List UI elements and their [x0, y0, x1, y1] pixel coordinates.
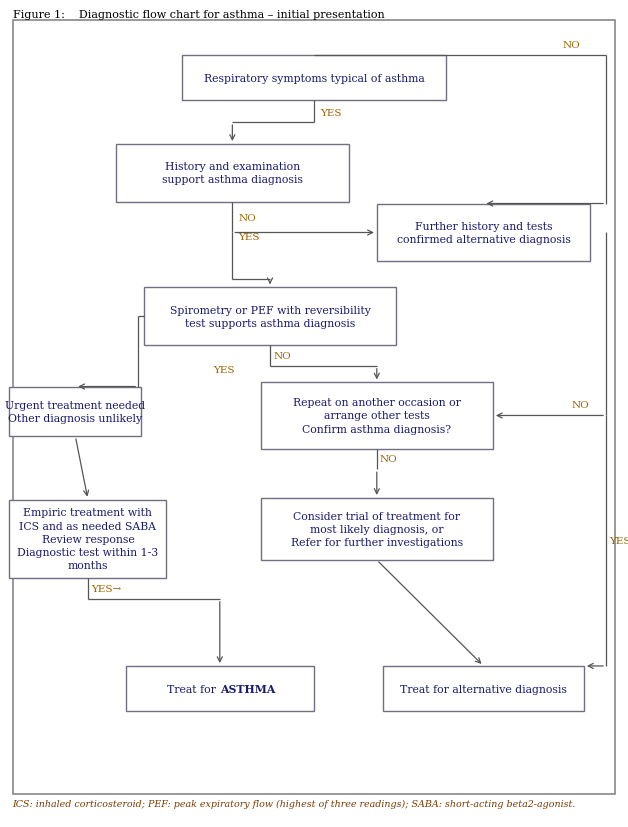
Text: Empiric treatment with
ICS and as needed SABA
Review response
Diagnostic test wi: Empiric treatment with ICS and as needed…: [18, 508, 158, 571]
Text: Treat for alternative diagnosis: Treat for alternative diagnosis: [400, 684, 567, 694]
Bar: [377, 204, 590, 262]
Bar: [261, 383, 493, 449]
Text: Spirometry or PEF with reversibility
test supports asthma diagnosis: Spirometry or PEF with reversibility tes…: [170, 305, 371, 328]
Text: Treat for: Treat for: [168, 684, 220, 694]
Text: NO: NO: [380, 455, 398, 463]
Text: NO: NO: [273, 351, 291, 360]
Text: Repeat on another occasion or
arrange other tests
Confirm asthma diagnosis?: Repeat on another occasion or arrange ot…: [293, 398, 461, 434]
Text: NO: NO: [571, 401, 589, 409]
Text: YES→: YES→: [91, 584, 121, 593]
Text: Figure 1:    Diagnostic flow chart for asthma – initial presentation: Figure 1: Diagnostic flow chart for asth…: [13, 10, 384, 20]
Text: Respiratory symptoms typical of asthma: Respiratory symptoms typical of asthma: [203, 74, 425, 84]
Bar: [383, 667, 584, 711]
Text: ICS: inhaled corticosteroid; PEF: peak expiratory flow (highest of three reading: ICS: inhaled corticosteroid; PEF: peak e…: [13, 799, 576, 808]
Bar: [116, 145, 349, 203]
Text: YES: YES: [609, 537, 628, 546]
Bar: [9, 500, 166, 579]
Bar: [144, 288, 396, 346]
Text: YES: YES: [320, 108, 342, 117]
Text: Consider trial of treatment for
most likely diagnosis, or
Refer for further inve: Consider trial of treatment for most lik…: [291, 511, 463, 547]
Text: NO: NO: [239, 214, 256, 222]
Text: History and examination
support asthma diagnosis: History and examination support asthma d…: [162, 162, 303, 185]
Text: Further history and tests
confirmed alternative diagnosis: Further history and tests confirmed alte…: [397, 222, 570, 245]
Bar: [261, 498, 493, 561]
Bar: [126, 667, 314, 711]
Bar: [182, 55, 446, 101]
Text: NO: NO: [562, 41, 580, 50]
Text: YES: YES: [239, 233, 260, 241]
Text: YES: YES: [214, 366, 235, 375]
Text: Urgent treatment needed
Other diagnosis unlikely: Urgent treatment needed Other diagnosis …: [5, 400, 146, 423]
Text: ASTHMA: ASTHMA: [220, 683, 275, 695]
Bar: [9, 387, 141, 437]
